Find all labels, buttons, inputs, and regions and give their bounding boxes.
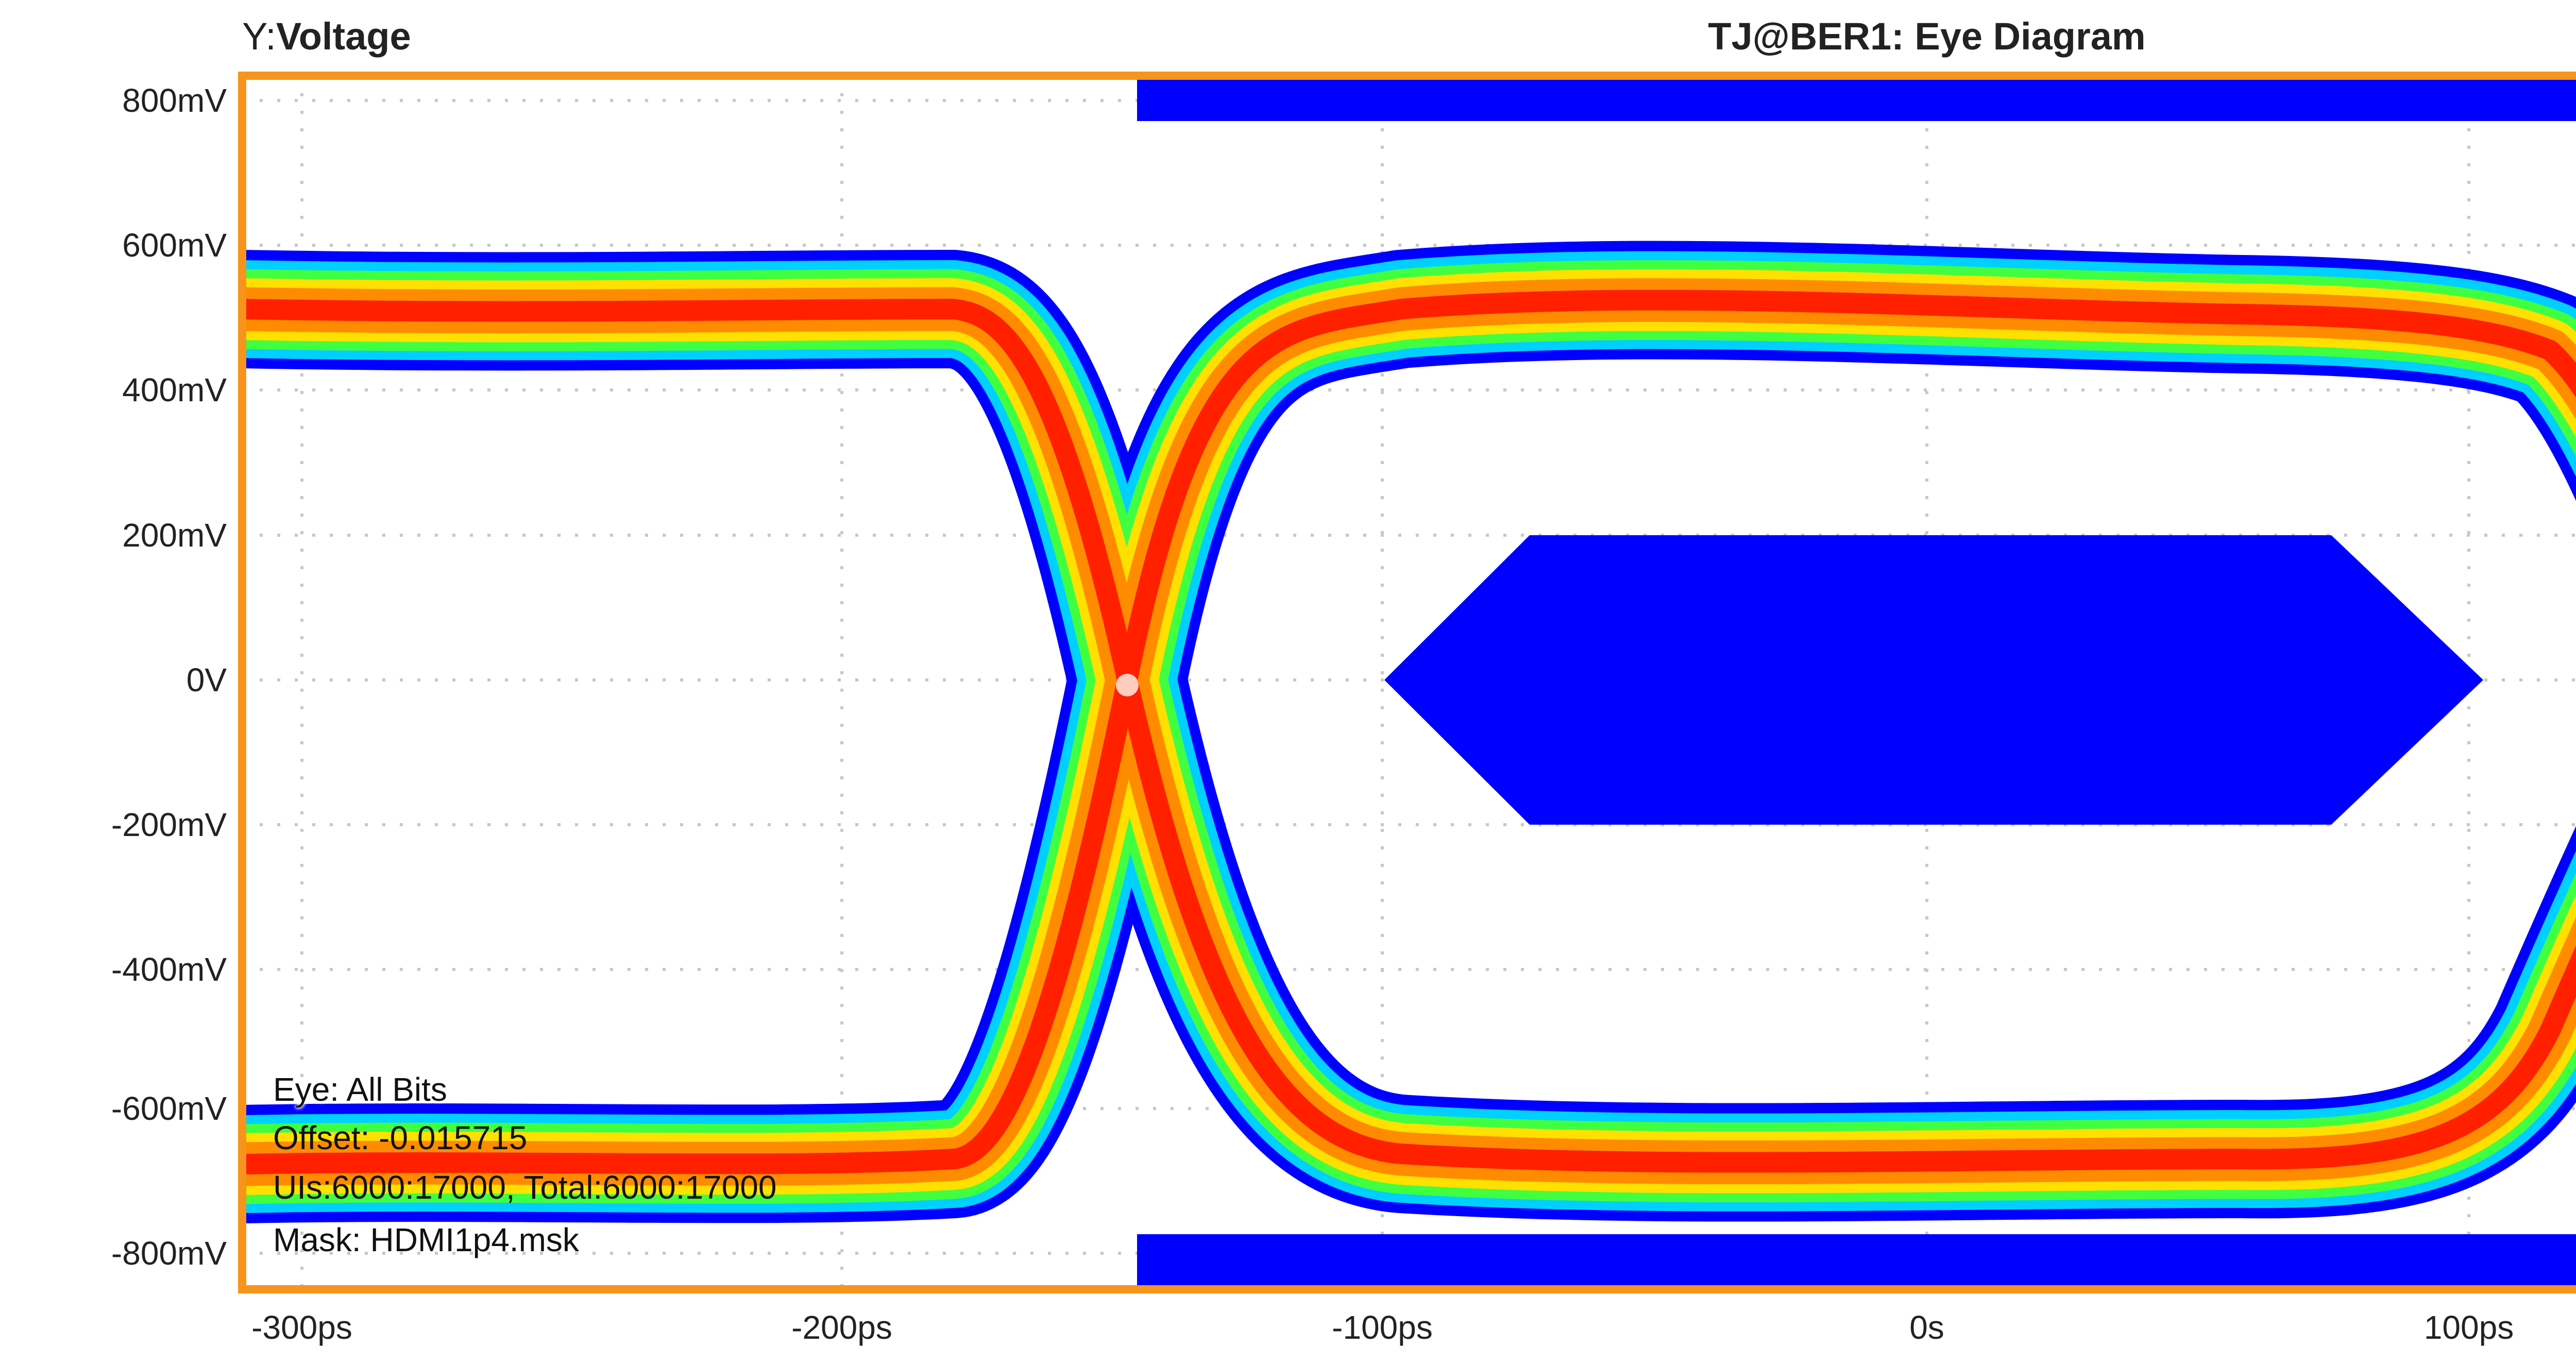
y-tick-label: 200mV [122, 517, 227, 554]
x-tick-label: -300ps [251, 1309, 352, 1346]
y-tick-label: 0V [186, 661, 227, 698]
y-tick-label: 600mV [122, 227, 227, 264]
uis-label: UIs:6000:17000, Total:6000:17000 [273, 1169, 777, 1206]
crossing-marker-left [1116, 674, 1139, 696]
y-tick-label: 400mV [122, 371, 227, 408]
y-axis-name: Voltage [276, 15, 411, 58]
chart-title-text: TJ@BER1: Eye Diagram [1708, 15, 2146, 58]
chart-title: TJ@BER1: Eye Diagram [1708, 14, 2145, 58]
mask-top-bar [1137, 78, 2576, 121]
y-tick-label: -800mV [111, 1235, 227, 1272]
x-tick-label: -200ps [791, 1309, 892, 1346]
x-tick-label: 100ps [2424, 1309, 2514, 1346]
x-tick-label: 0s [1909, 1309, 1944, 1346]
eye-density-traces [242, 241, 2576, 1223]
x-tick-label: -100ps [1332, 1309, 1433, 1346]
mask-center-hexagon [1384, 535, 2483, 825]
y-tick-label: 800mV [122, 82, 227, 119]
y-tick-label: -400mV [111, 951, 227, 988]
mask-bottom-bar [1137, 1234, 2576, 1287]
y-axis-title: Y:Voltage [242, 14, 411, 58]
plot-frame [238, 72, 2576, 1293]
y-axis-prefix: Y: [242, 15, 276, 58]
mask-label: Mask: HDMI1p4.msk [273, 1221, 579, 1258]
y-tick-label: -200mV [111, 806, 227, 843]
y-tick-label: -600mV [111, 1090, 227, 1127]
offset-label: Offset: -0.015715 [273, 1119, 528, 1156]
eye-mode-label: Eye: All Bits [273, 1071, 447, 1108]
